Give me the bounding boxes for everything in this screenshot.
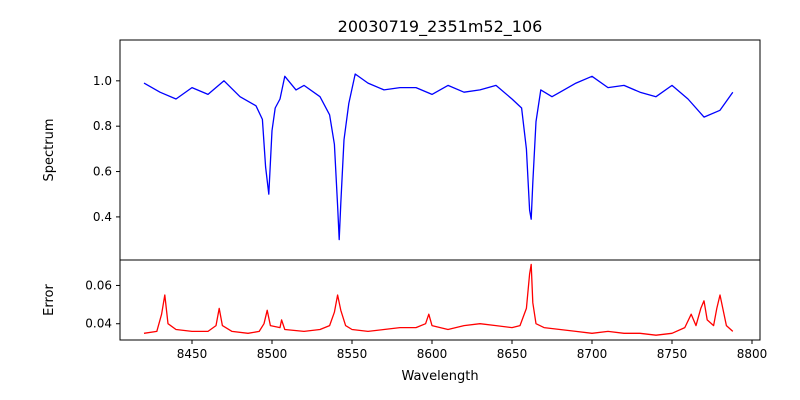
error-x-tick-label: 8650 — [497, 347, 528, 361]
spectrum-y-ticks: 0.4 0.6 0.8 1.0 — [93, 74, 120, 224]
error-x-tick-label: 8500 — [257, 347, 288, 361]
error-plot-frame — [119, 259, 761, 341]
chart-title: 20030719_2351m52_106 — [338, 17, 543, 37]
error-x-tick-label: 8550 — [337, 347, 368, 361]
error-y-tick-label: 0.04 — [85, 317, 112, 331]
error-x-tick-label: 8700 — [577, 347, 608, 361]
error-series-line — [143, 263, 734, 336]
spectrum-series-group — [143, 73, 734, 241]
spectrum-plot-area — [120, 40, 760, 260]
spectrum-y-tick-label: 0.6 — [93, 165, 112, 179]
error-x-tick-label: 8600 — [417, 347, 448, 361]
error-series-group — [143, 263, 734, 336]
error-x-tick-label: 8450 — [177, 347, 208, 361]
error-y-ticks: 0.04 0.06 — [85, 278, 120, 331]
spectrum-y-axis-label: Spectrum — [42, 119, 57, 182]
error-y-axis-label: Error — [42, 284, 57, 316]
error-x-tick-label: 8800 — [737, 347, 768, 361]
spectrum-y-tick-label: 1.0 — [93, 74, 112, 88]
error-x-ticks: 8450 8500 8550 8600 8650 8700 8750 8800 — [177, 340, 768, 361]
spectrum-y-tick-label: 0.8 — [93, 119, 112, 133]
spectrum-y-tick-label: 0.4 — [93, 210, 112, 224]
error-plot-area — [120, 260, 760, 340]
spectrum-series-line — [143, 73, 734, 241]
x-axis-label: Wavelength — [401, 369, 478, 384]
error-x-tick-label: 8750 — [657, 347, 688, 361]
error-y-tick-label: 0.06 — [85, 278, 112, 292]
error-panel: 0.04 0.06 8450 8500 8550 8600 8650 8700 8750 880… — [42, 259, 768, 384]
spectrum-panel: 0.4 0.6 0.8 1.0 Spectrum — [42, 39, 761, 261]
